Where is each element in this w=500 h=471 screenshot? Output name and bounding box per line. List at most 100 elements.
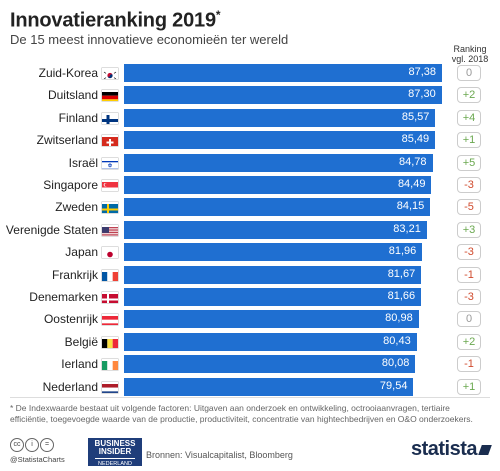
info-icon: i	[25, 438, 39, 452]
bar-row: Zwitserland 85,49 +1	[0, 130, 500, 152]
bar-row: Ierland 80,08 -1	[0, 354, 500, 376]
ranking-change-badge: 0	[457, 311, 481, 328]
equals-icon: =	[40, 438, 54, 452]
bar-value-label: 80,98	[385, 312, 413, 325]
flag-austria-icon	[102, 314, 118, 326]
bar: 80,98	[124, 310, 419, 329]
country-label: Zweden	[55, 200, 98, 215]
bar: 80,43	[124, 332, 417, 351]
flag-belgium-icon	[102, 337, 118, 348]
sources-text: Bronnen: Visualcapitalist, Bloomberg	[146, 450, 293, 460]
bar-value-label: 87,30	[408, 88, 436, 101]
bar: 83,21	[124, 220, 427, 239]
flag-singapore-icon	[102, 180, 118, 191]
bar: 84,78	[124, 153, 433, 172]
creative-commons-badge: cc i = @StatistaCharts	[10, 438, 65, 466]
bar-track: 80,43	[124, 332, 442, 351]
bar-track: 79,54	[124, 377, 442, 396]
bar: 84,49	[124, 176, 432, 194]
bar-value-label: 84,49	[397, 178, 426, 190]
ranking-change-badge: +1	[457, 132, 481, 149]
bar-track: 80,98	[124, 310, 442, 329]
bar: 87,38	[124, 64, 442, 82]
flag-netherlands-icon	[102, 382, 118, 393]
flag-sweden-icon	[102, 202, 118, 214]
ranking-column-header: Ranking vgl. 2018	[451, 44, 489, 64]
chart-subtitle: De 15 meest innovatieve economieën ter w…	[10, 32, 289, 47]
bar-row: Singapore 84,49 -3	[0, 175, 500, 197]
bar-value-label: 81,66	[387, 290, 416, 302]
bar-track: 84,78	[124, 153, 442, 172]
flag-south-korea-icon	[102, 68, 118, 79]
country-label: Finland	[58, 110, 98, 125]
flag-france-icon	[102, 270, 118, 281]
bar-row: Oostenrijk 80,98 0	[0, 309, 500, 331]
bar-track: 81,96	[124, 243, 442, 262]
bar-row: Verenigde Staten 83,21 +3	[0, 220, 500, 242]
ranking-change-badge: 0	[457, 65, 481, 81]
country-label: Japan	[65, 245, 98, 260]
flag-usa-icon	[102, 225, 118, 236]
bar-track: 85,57	[124, 108, 442, 127]
bar-row: Nederland 79,54 +1	[0, 377, 500, 399]
flag-israel-icon	[102, 158, 118, 169]
bar: 80,08	[124, 355, 416, 374]
bar: 79,54	[124, 377, 414, 396]
flag-finland-icon	[102, 113, 118, 124]
flag-ireland-icon	[102, 359, 118, 371]
bar-value-label: 83,21	[393, 222, 421, 235]
bar-track: 80,08	[124, 355, 442, 374]
bar-value-label: 80,08	[381, 357, 410, 370]
bar-row: Zuid-Korea 87,38 0	[0, 63, 500, 85]
bar-value-label: 87,38	[408, 66, 436, 78]
footer: cc i = @StatistaCharts BUSINESS INSIDER NE…	[10, 438, 492, 468]
bar-row: Japan 81,96 -3	[0, 242, 500, 264]
bar-track: 87,30	[124, 86, 442, 105]
bar-value-label: 81,96	[388, 245, 417, 258]
statista-logo-mark-icon	[478, 445, 492, 455]
footer-divider	[10, 397, 490, 398]
flag-switzerland-icon	[102, 135, 118, 147]
country-label: Verenigde Staten	[5, 222, 98, 237]
bar-value-label: 79,54	[379, 379, 408, 392]
bar-track: 87,38	[124, 64, 442, 82]
footnote: * De Indexwaarde bestaat uit volgende fa…	[10, 403, 473, 424]
bar-track: 81,67	[124, 265, 442, 284]
bar-value-label: 81,67	[387, 267, 416, 280]
cc-icon: cc	[10, 438, 24, 452]
ranking-change-badge: +4	[457, 109, 481, 126]
bar-row: Zweden 84,15 -5	[0, 197, 500, 219]
flag-germany-icon	[102, 90, 118, 102]
ranking-change-badge: +1	[457, 378, 481, 395]
flag-denmark-icon	[102, 292, 118, 303]
bar-track: 81,66	[124, 288, 442, 306]
ranking-change-badge: +5	[457, 154, 481, 171]
bar: 84,15	[124, 198, 431, 217]
country-label: Zwitserland	[36, 133, 98, 148]
bar-row: Denemarken 81,66 -3	[0, 287, 500, 309]
bar: 87,30	[124, 86, 442, 105]
ranking-change-badge: -3	[457, 244, 481, 261]
ranking-change-badge: -5	[457, 199, 481, 216]
ranking-change-badge: -3	[457, 289, 481, 305]
country-label: Israël	[68, 155, 98, 170]
bar: 81,66	[124, 288, 422, 306]
country-label: Denemarken	[29, 290, 98, 304]
country-label: Frankrijk	[51, 267, 98, 282]
bar-row: Finland 85,57 +4	[0, 108, 500, 130]
country-label: Zuid-Korea	[38, 66, 98, 80]
ranking-change-badge: -3	[457, 177, 481, 193]
bar-track: 85,49	[124, 131, 442, 150]
flag-japan-icon	[102, 247, 118, 259]
statista-logo: statista	[411, 438, 492, 461]
country-label: Nederland	[42, 379, 98, 394]
bar-value-label: 80,43	[383, 334, 411, 347]
bar-track: 84,15	[124, 198, 442, 217]
ranking-change-badge: -1	[457, 356, 481, 373]
country-label: Singapore	[43, 178, 98, 192]
bar-row: Frankrijk 81,67 -1	[0, 265, 500, 287]
ranking-change-badge: +2	[457, 87, 481, 104]
bar-value-label: 84,78	[399, 155, 427, 168]
bar: 85,49	[124, 131, 436, 150]
ranking-change-badge: +3	[457, 221, 481, 238]
